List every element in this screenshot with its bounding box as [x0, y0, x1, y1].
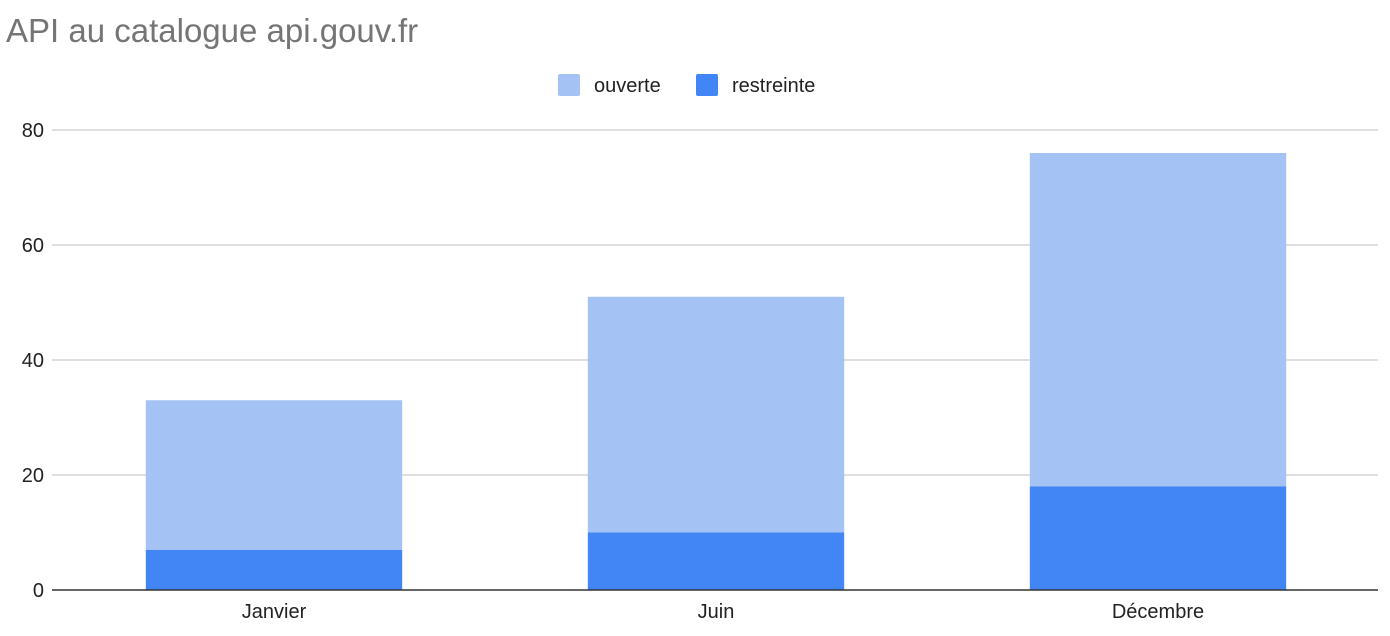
y-tick-label: 20	[22, 465, 44, 487]
y-tick-label: 80	[22, 120, 44, 142]
bars	[145, 153, 1287, 590]
legend-swatch	[558, 74, 580, 96]
chart-legend: ouverte restreinte	[558, 74, 815, 97]
legend-item-restreinte: restreinte	[696, 74, 815, 97]
bar-ouverte-décembre	[1029, 153, 1287, 487]
y-tick-label: 0	[33, 580, 44, 602]
x-tick-label: Janvier	[242, 601, 307, 623]
bar-restreinte-janvier	[145, 549, 403, 590]
x-axis-labels: Janvier Juin Décembre	[242, 601, 1204, 623]
bar-restreinte-juin	[587, 532, 845, 590]
x-tick-label: Décembre	[1112, 601, 1204, 623]
legend-swatch	[696, 74, 718, 96]
y-axis: 0 20 40 60 80	[22, 120, 44, 602]
y-tick-label: 40	[22, 350, 44, 372]
y-tick-label: 60	[22, 235, 44, 257]
bar-ouverte-juin	[587, 296, 845, 533]
legend-label: ouverte	[594, 75, 661, 97]
bar-restreinte-décembre	[1029, 486, 1287, 590]
chart-title: API au catalogue api.gouv.fr	[6, 12, 419, 49]
bar-ouverte-janvier	[145, 400, 403, 550]
legend-item-ouverte: ouverte	[558, 74, 661, 97]
x-tick-label: Juin	[698, 601, 735, 623]
legend-label: restreinte	[732, 75, 815, 97]
